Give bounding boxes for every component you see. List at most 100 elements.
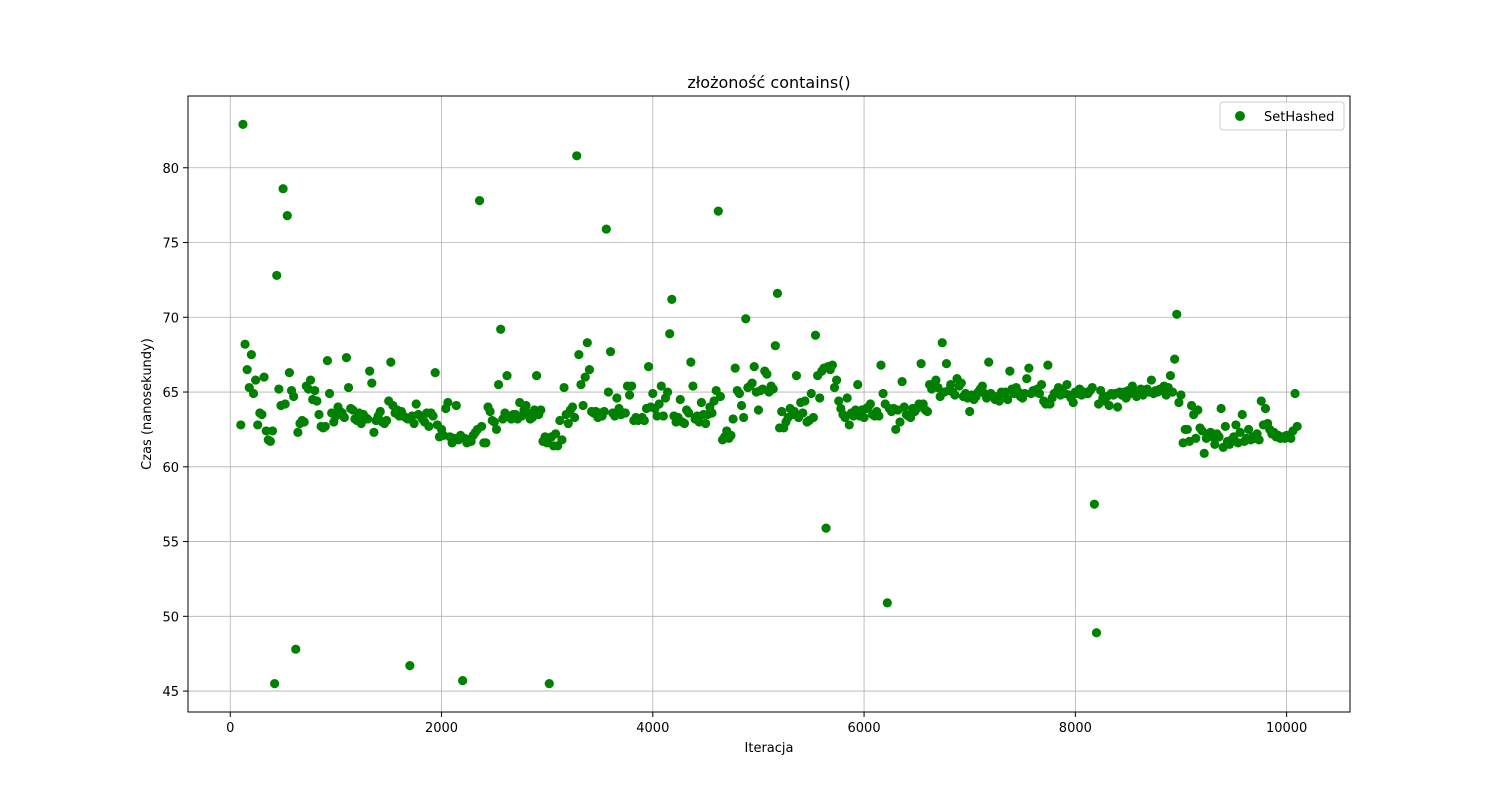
data-point bbox=[665, 329, 675, 339]
data-point bbox=[557, 435, 567, 445]
data-point bbox=[931, 375, 941, 385]
data-point bbox=[1043, 360, 1053, 370]
data-point bbox=[1286, 433, 1296, 443]
data-point bbox=[791, 370, 802, 381]
data-point bbox=[895, 417, 905, 427]
data-point bbox=[339, 412, 349, 423]
data-point bbox=[536, 405, 546, 415]
data-point bbox=[977, 381, 987, 391]
data-point bbox=[956, 378, 966, 388]
data-point bbox=[800, 396, 810, 406]
data-point bbox=[878, 388, 888, 399]
data-point bbox=[1024, 363, 1034, 373]
data-point bbox=[1091, 628, 1102, 638]
data-point bbox=[713, 206, 723, 216]
data-point bbox=[485, 406, 495, 417]
data-point bbox=[265, 436, 275, 446]
data-point bbox=[314, 409, 324, 420]
data-point bbox=[842, 393, 852, 403]
data-point bbox=[772, 288, 783, 298]
data-point bbox=[1034, 388, 1045, 399]
data-point bbox=[257, 409, 267, 420]
data-point bbox=[1216, 403, 1226, 414]
data-point bbox=[736, 400, 747, 411]
x-tick-label: 6000 bbox=[848, 721, 881, 736]
data-point bbox=[1165, 370, 1176, 381]
data-point bbox=[320, 421, 330, 432]
data-point bbox=[865, 399, 876, 409]
data-point bbox=[282, 211, 292, 221]
data-point bbox=[753, 405, 764, 415]
data-point bbox=[1220, 421, 1230, 432]
data-point bbox=[1062, 379, 1072, 390]
data-point bbox=[707, 408, 717, 418]
data-point bbox=[1260, 403, 1271, 414]
data-point bbox=[238, 119, 248, 130]
legend-box bbox=[1219, 101, 1345, 131]
y-tick-label: 75 bbox=[162, 237, 179, 252]
data-point bbox=[762, 369, 772, 379]
legend-label-sethashed: SetHashed bbox=[1264, 110, 1334, 125]
x-tick-label: 8000 bbox=[1059, 721, 1092, 736]
data-point bbox=[701, 418, 711, 429]
data-point bbox=[747, 378, 757, 388]
data-point bbox=[409, 418, 419, 429]
data-point bbox=[1005, 366, 1015, 376]
data-point bbox=[652, 411, 662, 421]
data-point bbox=[806, 388, 816, 399]
data-point bbox=[675, 394, 685, 405]
data-point bbox=[815, 393, 825, 403]
data-point bbox=[1036, 379, 1047, 390]
data-point bbox=[658, 411, 668, 421]
data-point bbox=[375, 406, 385, 417]
data-point bbox=[684, 408, 694, 418]
data-point bbox=[1022, 373, 1032, 384]
y-tick-label: 45 bbox=[162, 685, 179, 700]
data-point bbox=[1210, 439, 1220, 449]
data-point bbox=[1231, 420, 1241, 430]
data-point bbox=[477, 421, 487, 432]
data-point bbox=[1182, 424, 1192, 435]
data-point bbox=[941, 359, 952, 369]
plot-frame bbox=[187, 95, 1351, 713]
data-point bbox=[502, 370, 512, 381]
data-point bbox=[532, 370, 542, 381]
data-point bbox=[950, 390, 960, 400]
data-point bbox=[253, 420, 263, 430]
data-point bbox=[1174, 397, 1184, 408]
data-point bbox=[567, 402, 578, 412]
x-axis-ticks: 0 2000 4000 6000 8000 10000 bbox=[226, 712, 1307, 736]
data-point bbox=[310, 385, 320, 396]
data-point bbox=[555, 415, 565, 426]
data-point bbox=[1003, 394, 1013, 405]
data-point bbox=[1172, 309, 1182, 319]
data-point bbox=[274, 384, 284, 394]
data-point bbox=[624, 390, 635, 400]
data-point bbox=[1243, 424, 1254, 435]
data-point bbox=[679, 418, 690, 429]
data-point bbox=[1292, 421, 1302, 432]
data-point bbox=[639, 415, 649, 426]
data-point bbox=[496, 324, 506, 334]
data-point bbox=[580, 372, 590, 382]
data-point bbox=[946, 379, 956, 390]
y-axis-label: Czas (nanosekundy) bbox=[140, 338, 155, 470]
data-point bbox=[570, 412, 580, 423]
data-point bbox=[521, 400, 531, 411]
data-point bbox=[236, 420, 246, 430]
data-point bbox=[599, 406, 609, 417]
data-point bbox=[551, 429, 561, 439]
data-point bbox=[578, 400, 588, 411]
data-point bbox=[1087, 382, 1097, 393]
data-point bbox=[1237, 409, 1247, 420]
data-point bbox=[1290, 388, 1300, 399]
data-point bbox=[489, 417, 499, 427]
data-point bbox=[984, 357, 994, 367]
data-point bbox=[584, 365, 595, 375]
data-point bbox=[777, 406, 787, 417]
data-point bbox=[280, 399, 290, 409]
data-point bbox=[832, 375, 842, 385]
data-point bbox=[922, 406, 933, 417]
data-point bbox=[293, 427, 303, 438]
